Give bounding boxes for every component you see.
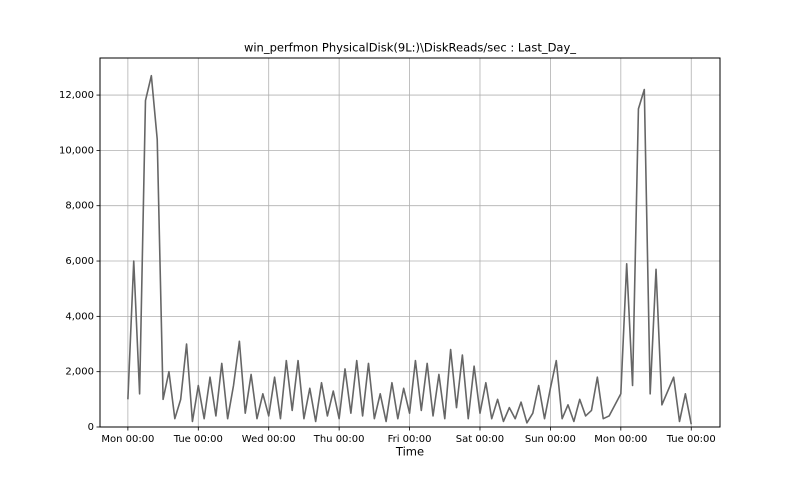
y-tick-label: 12,000 <box>59 90 94 101</box>
x-tick-label: Tue 00:00 <box>173 434 223 445</box>
x-tick-label: Tue 00:00 <box>666 434 716 445</box>
x-tick-label: Sat 00:00 <box>456 434 504 445</box>
x-tick-label: Sun 00:00 <box>525 434 576 445</box>
axes-frame <box>99 57 721 428</box>
y-tick-label: 2,000 <box>65 367 94 378</box>
x-tick-label: Wed 00:00 <box>242 434 296 445</box>
x-axis-label: Time <box>395 445 424 459</box>
x-tick-label: Fri 00:00 <box>388 434 432 445</box>
y-tick-label: 10,000 <box>59 145 94 156</box>
x-tick-label: Mon 00:00 <box>594 434 647 445</box>
data-line <box>127 74 693 425</box>
grid <box>100 58 720 428</box>
chart-title: win_perfmon PhysicalDisk(9L:)\DiskReads/… <box>244 41 576 55</box>
y-tick-label: 6,000 <box>65 256 94 267</box>
x-tick-label: Mon 00:00 <box>101 434 154 445</box>
x-tick-label: Thu 00:00 <box>313 434 365 445</box>
y-tick-label: 4,000 <box>65 311 94 322</box>
y-tick-label: 8,000 <box>65 201 94 212</box>
y-tick-label: 0 <box>88 422 94 433</box>
plot <box>127 74 693 425</box>
